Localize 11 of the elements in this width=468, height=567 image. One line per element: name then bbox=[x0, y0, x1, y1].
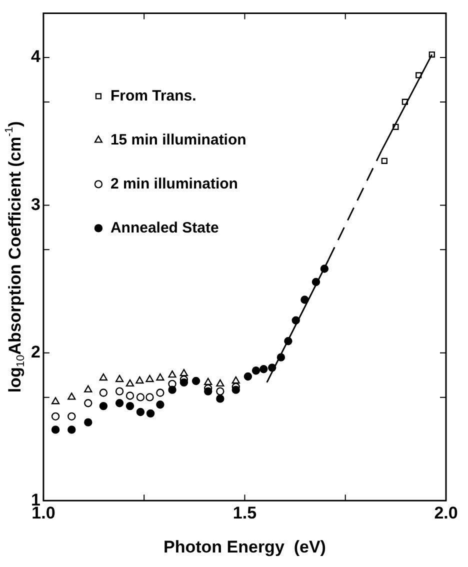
legend-label: 15 min illumination bbox=[110, 131, 246, 148]
y-tick-label: 2 bbox=[30, 342, 40, 362]
x-tick-label: 1.5 bbox=[232, 503, 257, 522]
legend-label: 2 min illumination bbox=[110, 175, 238, 192]
y-tick-label: 3 bbox=[30, 194, 40, 214]
legend-label: Annealed State bbox=[110, 219, 219, 236]
y-axis-title: log10Absorption Coefficient (cm-1) bbox=[3, 121, 28, 393]
x-tick-label: 2.0 bbox=[434, 503, 458, 522]
y-tick-label: 4 bbox=[30, 47, 41, 66]
x-axis-title: Photon Energy (eV) bbox=[164, 538, 326, 557]
legend-label: From Trans. bbox=[110, 87, 196, 104]
